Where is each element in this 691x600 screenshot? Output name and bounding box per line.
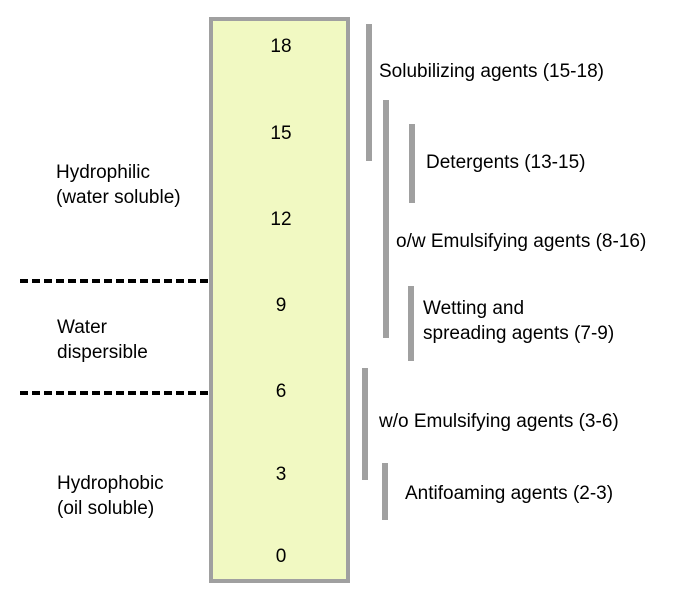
tick-9: 9 xyxy=(275,295,287,316)
range-label-line: spreading agents (7-9) xyxy=(423,323,615,344)
range-label-wetting: Wetting and spreading agents (7-9) xyxy=(423,296,614,346)
tick-0: 0 xyxy=(275,546,287,567)
range-bar-antifoaming xyxy=(382,463,388,520)
range-bar-wetting xyxy=(408,286,414,361)
tick-6: 6 xyxy=(275,381,287,402)
range-label-line: Wetting and xyxy=(423,298,525,319)
tick-3: 3 xyxy=(275,464,287,485)
region-hydrophilic: Hydrophilic (water soluble) xyxy=(56,160,181,210)
range-bar-solubilizing xyxy=(366,24,372,161)
range-label-antifoaming: Antifoaming agents (2-3) xyxy=(405,483,614,504)
region-line: (water soluble) xyxy=(56,187,181,208)
divider-dashed-lower xyxy=(20,391,208,395)
range-label-solubilizing: Solubilizing agents (15-18) xyxy=(379,61,604,82)
tick-15: 15 xyxy=(270,123,292,144)
region-line: Hydrophilic xyxy=(56,162,150,183)
range-label-wo-emulsifying: w/o Emulsifying agents (3-6) xyxy=(379,411,619,432)
region-line: (oil soluble) xyxy=(57,498,155,519)
region-line: dispersible xyxy=(57,342,148,363)
tick-18: 18 xyxy=(270,36,292,57)
range-label-ow-emulsifying: o/w Emulsifying agents (8-16) xyxy=(396,231,647,252)
hlb-scale-bar xyxy=(209,17,350,583)
range-bar-detergents xyxy=(409,124,415,203)
region-hydrophobic: Hydrophobic (oil soluble) xyxy=(57,471,164,521)
region-dispersible: Water dispersible xyxy=(57,315,148,365)
range-label-detergents: Detergents (13-15) xyxy=(426,152,586,173)
range-bar-ow-emulsifying xyxy=(383,100,389,338)
tick-12: 12 xyxy=(270,209,292,230)
range-bar-wo-emulsifying xyxy=(362,368,368,480)
divider-dashed-upper xyxy=(20,279,208,283)
region-line: Hydrophobic xyxy=(57,473,164,494)
region-line: Water xyxy=(57,317,107,338)
